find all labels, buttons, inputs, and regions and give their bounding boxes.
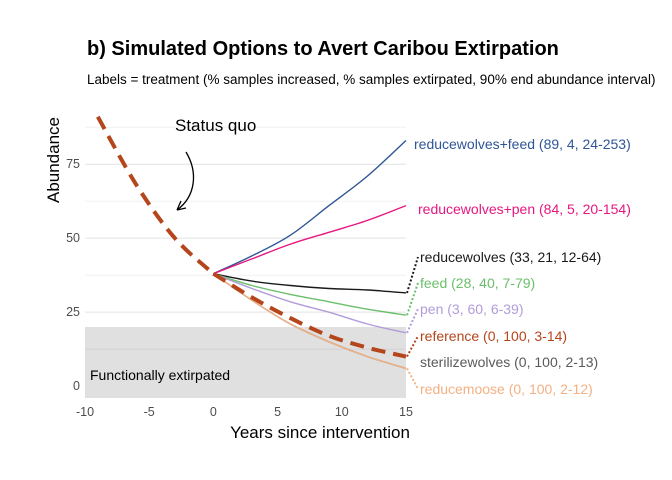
x-tick-label: 5 — [274, 405, 281, 419]
series-line-status-quo — [96, 115, 215, 276]
series-line-feed — [213, 273, 407, 316]
y-tick-label: 25 — [66, 305, 80, 319]
series-line-reference — [212, 271, 407, 359]
series-label-reducewolves: reducewolves (33, 21, 12-64) — [420, 249, 601, 265]
series-labels: reducewolves+feed (89, 4, 24-253) reducew… — [414, 136, 631, 397]
series-line-reducewolves — [213, 273, 407, 294]
status-quo-annotation-text: Status quo — [175, 116, 256, 135]
status-quo-arrowhead — [176, 200, 187, 211]
series-label-reducewolves-feed: reducewolves+feed (89, 4, 24-253) — [414, 136, 631, 152]
series-line-pen — [213, 273, 407, 334]
label-connector-pen — [406, 308, 419, 334]
chart-subtitle: Labels = treatment (% samples increased,… — [87, 72, 655, 87]
series-label-feed: feed (28, 40, 7-79) — [420, 275, 535, 291]
series-label-reference: reference (0, 100, 3-14) — [420, 328, 567, 344]
x-tick-label: 10 — [335, 405, 349, 419]
x-tick-label: -5 — [144, 405, 155, 419]
series-label-reducewolves-pen: reducewolves+pen (84, 5, 20-154) — [418, 201, 631, 217]
series-lines — [96, 115, 407, 370]
y-axis-ticks: 0 25 50 75 — [66, 157, 80, 393]
series-line-reducewolves-feed — [213, 139, 407, 275]
label-connector-reference — [406, 335, 419, 358]
status-quo-annotation: Status quo — [175, 116, 256, 211]
status-quo-arrow — [176, 151, 195, 211]
label-connector-reducemoose — [406, 367, 419, 390]
y-tick-label: 0 — [73, 379, 80, 393]
y-tick-label: 75 — [66, 157, 80, 171]
y-axis-title: Abundance — [44, 117, 63, 203]
series-label-reducemoose: reducemoose (0, 100, 2-12) — [420, 381, 593, 397]
series-label-sterilizewolves: sterilizewolves (0, 100, 2-13) — [420, 354, 598, 370]
x-tick-label: 15 — [399, 405, 413, 419]
series-line-reducewolves-pen — [213, 204, 407, 275]
label-connector-feed — [406, 282, 419, 316]
label-connectors — [406, 256, 419, 390]
extirpated-band: Functionally extirpated — [85, 326, 406, 398]
extirpated-band-label: Functionally extirpated — [90, 367, 230, 383]
series-label-pen: pen (3, 60, 6-39) — [420, 301, 524, 317]
chart-title: b) Simulated Options to Avert Caribou Ex… — [87, 38, 559, 60]
series-line-reducemoose — [213, 273, 407, 370]
x-axis-title: Years since intervention — [230, 423, 410, 442]
extirpated-band-rect — [85, 326, 406, 398]
y-tick-label: 50 — [66, 231, 80, 245]
x-tick-label: -10 — [76, 405, 94, 419]
x-axis-ticks: -10 -5 0 5 10 15 — [76, 405, 413, 419]
x-tick-label: 0 — [210, 405, 217, 419]
